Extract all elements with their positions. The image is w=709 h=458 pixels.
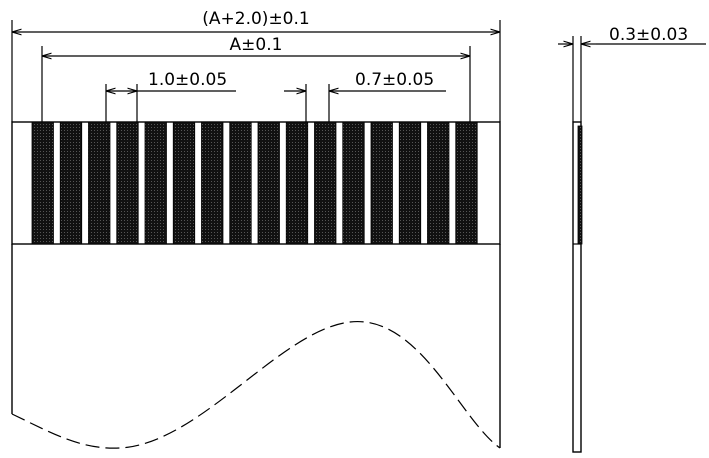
contact-strip: [398, 121, 422, 245]
dim-contact-width-label: 0.7±0.05: [355, 70, 434, 90]
side-outline: [572, 121, 582, 453]
contact-strip: [257, 121, 280, 245]
dim-thickness-label: 0.3±0.03: [609, 25, 688, 45]
contact-strip: [172, 121, 196, 245]
dim-pitch-span-label: A±0.1: [230, 35, 283, 55]
dim-overall: (A+2.0)±0.1: [11, 9, 501, 122]
contact-strip: [285, 121, 309, 245]
cable-front-view: [11, 121, 501, 449]
contact-strip: [314, 121, 337, 245]
dim-pitch: 1.0±0.05: [105, 70, 236, 122]
contact-strip: [342, 121, 365, 245]
contact-strip: [116, 121, 139, 245]
dim-overall-label: (A+2.0)±0.1: [202, 9, 309, 29]
contact-strip: [427, 121, 450, 245]
contact-group: [31, 121, 478, 245]
contact-strip: [59, 121, 83, 245]
break-line: [11, 321, 501, 449]
contact-strip: [201, 121, 224, 245]
contact-strip: [144, 121, 167, 245]
contact-strip: [31, 121, 54, 245]
dim-pitch-span: A±0.1: [41, 35, 471, 122]
dim-contact-width: 0.7±0.05: [284, 70, 446, 122]
contact-strip: [455, 121, 478, 245]
contact-strip: [88, 121, 111, 245]
dim-pitch-label: 1.0±0.05: [148, 70, 227, 90]
side-contact-layer: [577, 125, 583, 245]
cable-side-view: 0.3±0.03: [558, 25, 706, 453]
contact-strip: [229, 121, 252, 245]
contact-strip: [370, 121, 393, 245]
stiffener-outline: [11, 121, 501, 245]
